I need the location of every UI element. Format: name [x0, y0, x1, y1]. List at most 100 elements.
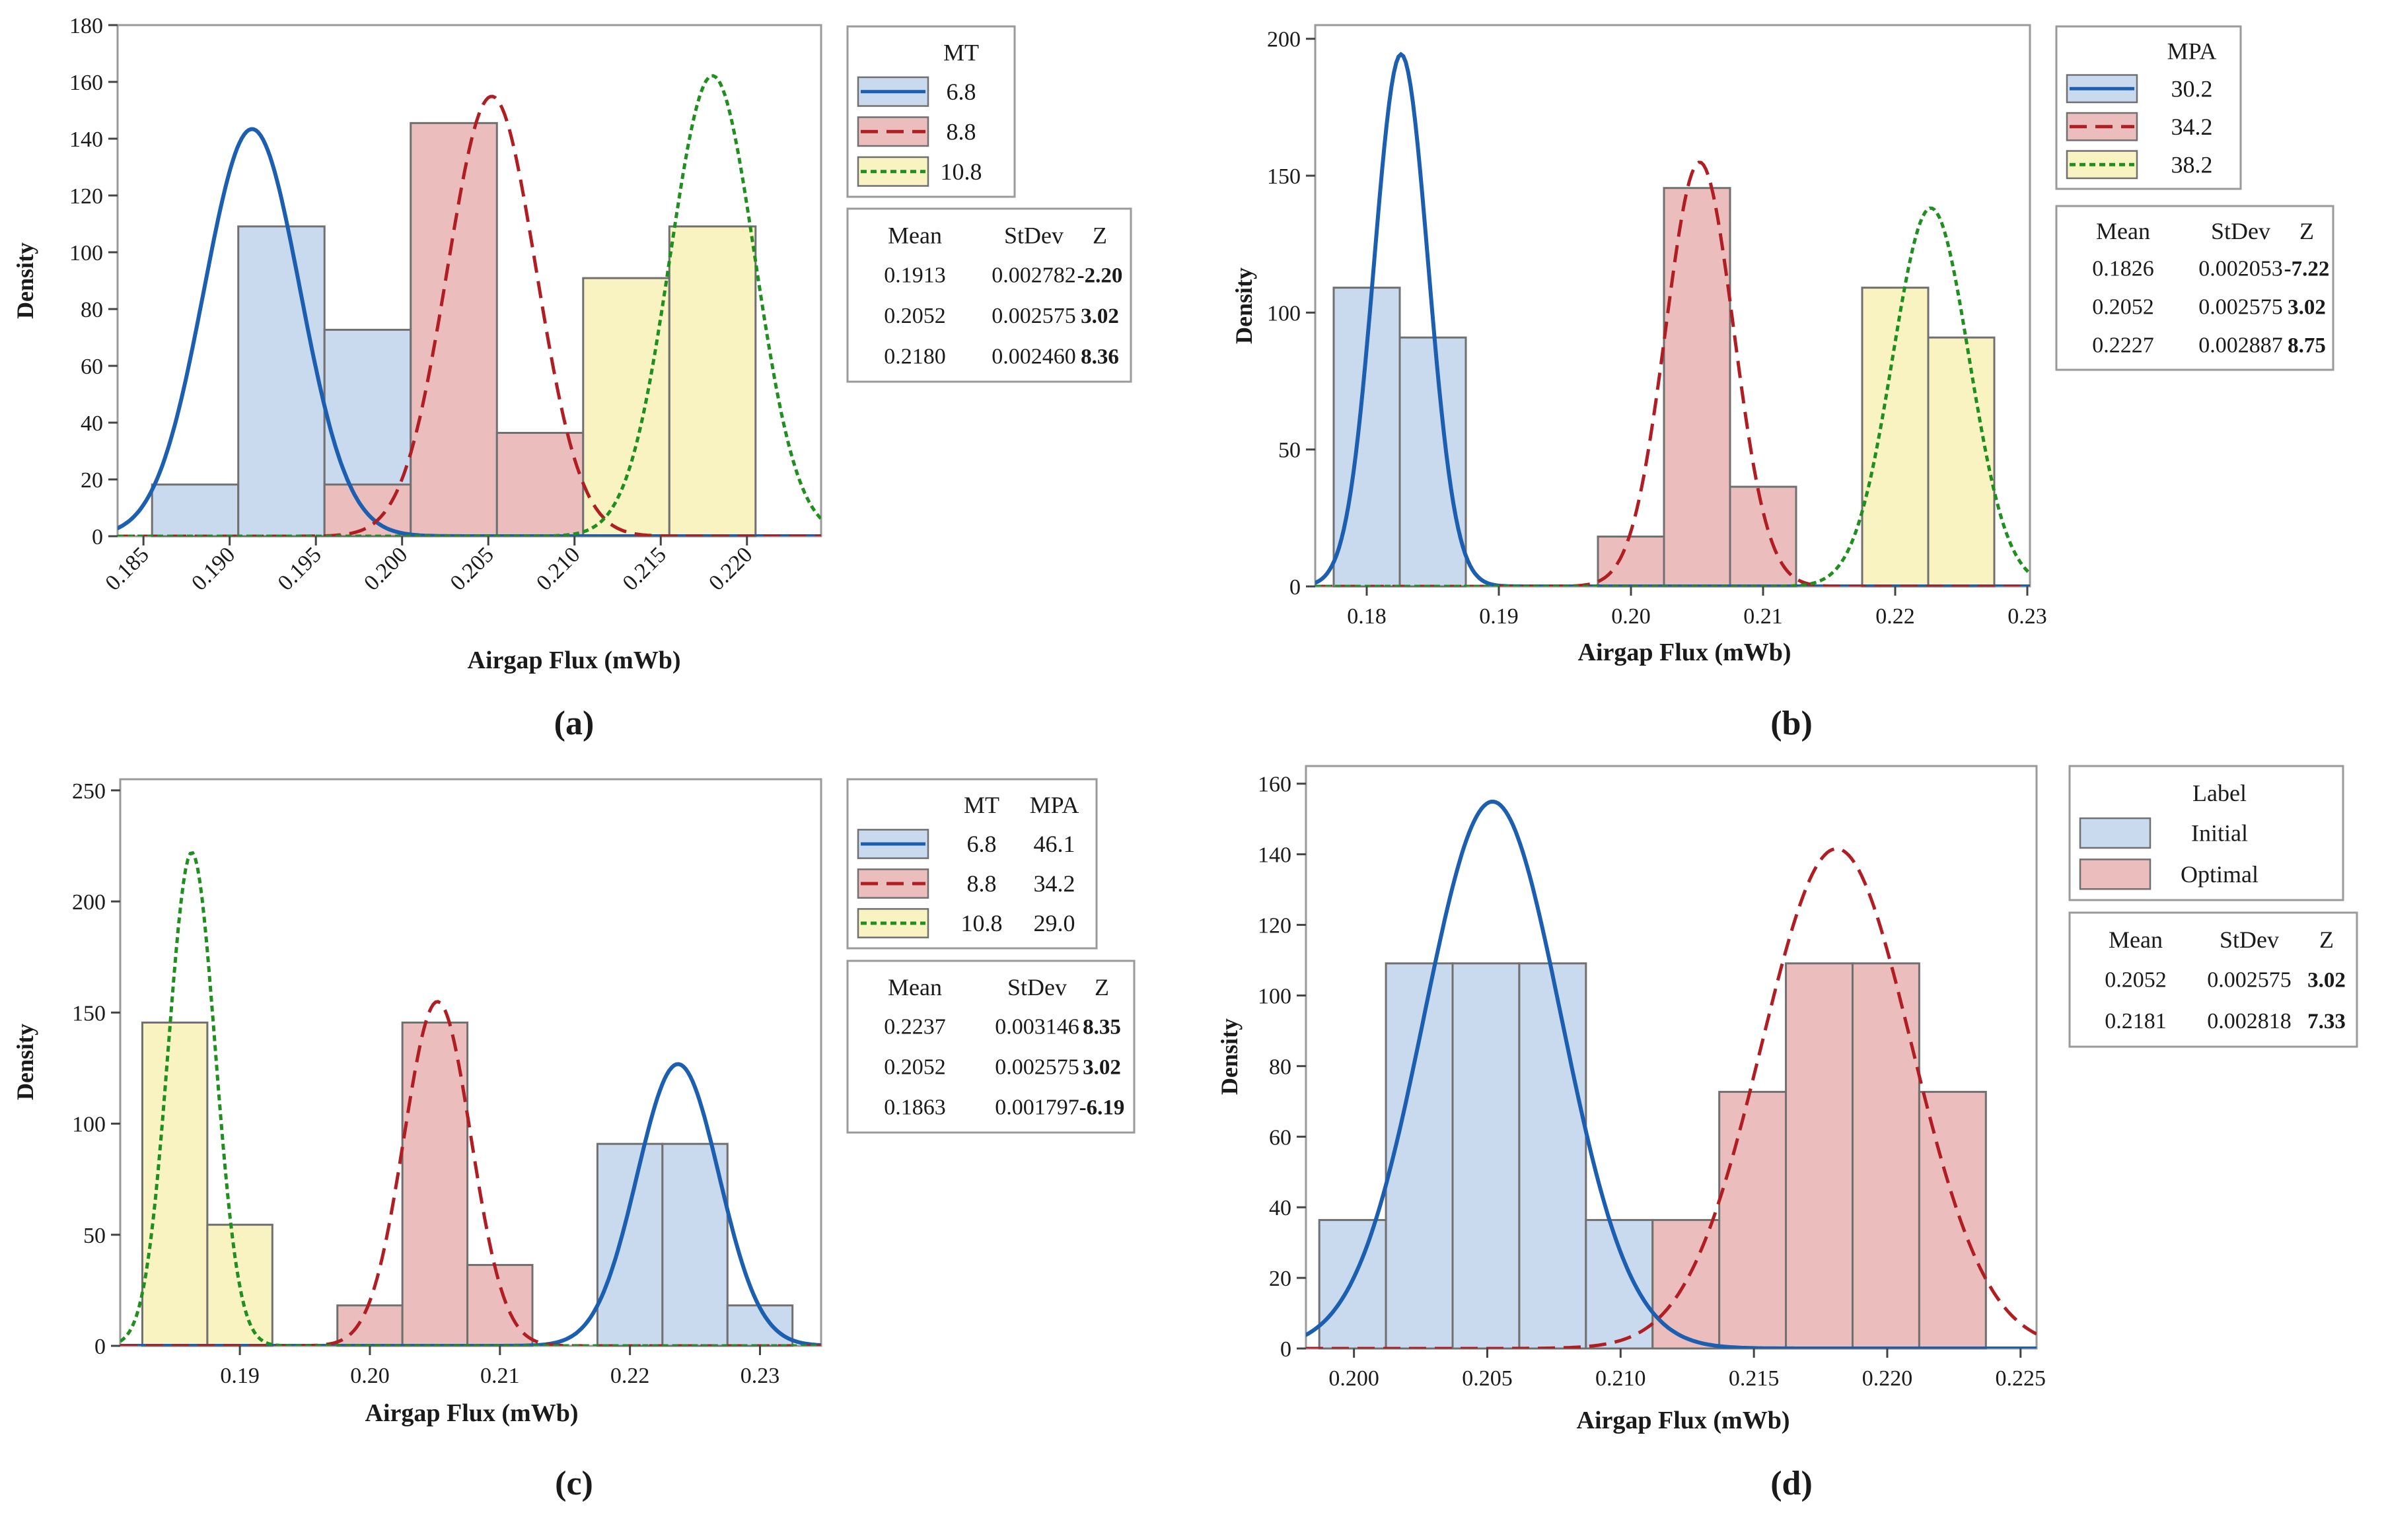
stats-cell: -6.19 — [1079, 1096, 1125, 1119]
y-tick-label: 100 — [1267, 301, 1301, 326]
density-curve — [1315, 52, 2030, 586]
stats-header: Mean — [2096, 218, 2150, 244]
stats-header: StDev — [1007, 974, 1067, 1000]
legend-header: MPA — [2167, 38, 2217, 64]
histogram-bar — [1927, 336, 1996, 588]
y-tick-label: 140 — [1258, 843, 1291, 868]
histogram-bar — [151, 483, 240, 538]
y-tick-label: 100 — [69, 241, 103, 265]
stats-cell: 0.2180 — [884, 344, 946, 368]
stats-cell: -7.22 — [2284, 257, 2330, 281]
y-tick-label: 40 — [1269, 1196, 1291, 1220]
histogram-bar — [1518, 962, 1587, 1350]
y-tick-label: 160 — [1258, 773, 1291, 797]
x-tick-label: 0.200 — [359, 542, 412, 595]
histogram-bar — [1718, 1090, 1788, 1350]
y-tick-label: 120 — [69, 184, 103, 209]
histogram-bar — [410, 122, 498, 538]
y-tick-label: 80 — [1269, 1055, 1291, 1079]
y-tick-label: 200 — [72, 890, 106, 915]
histogram-bar — [1663, 187, 1731, 588]
density-curve — [1315, 160, 2030, 586]
x-tick-label: 0.19 — [220, 1364, 260, 1388]
legend-header: MT — [964, 792, 999, 818]
legend-entry-label: 10.8 — [941, 158, 982, 185]
panel-label: (b) — [1770, 705, 1813, 742]
y-tick-label: 180 — [69, 14, 103, 38]
y-tick-label: 20 — [1269, 1267, 1291, 1291]
stats-box — [846, 207, 1132, 383]
chart-panel-c: 0 50 100 150 200 250 0.19 0.20 0.21 0.22 0.23 Airga… — [12, 778, 1136, 1502]
legend-entry-label: Initial — [2191, 820, 2248, 847]
x-tick-label: 0.220 — [1862, 1366, 1913, 1391]
stats-header: Z — [1093, 222, 1107, 248]
stats-cell: 0.2052 — [2105, 968, 2167, 993]
histogram-bar — [401, 1021, 469, 1347]
stats-box — [2055, 205, 2334, 371]
stats-cell: 8.36 — [1081, 345, 1119, 368]
x-tick-label: 0.21 — [480, 1364, 520, 1388]
y-tick-label: 80 — [81, 298, 103, 322]
x-tick-label: 0.205 — [446, 542, 499, 595]
legend-swatch — [2079, 817, 2151, 849]
y-tick-label: 0 — [1280, 1337, 1291, 1362]
x-tick-label: 0.225 — [1996, 1366, 2046, 1391]
y-tick-label: 0 — [92, 525, 103, 549]
histogram-bar — [1785, 962, 1854, 1350]
legend-header: MT — [943, 40, 979, 66]
x-tick-label: 0.220 — [704, 542, 757, 595]
y-tick-label: 0 — [1289, 575, 1301, 600]
stats-cell: 0.002575 — [2198, 295, 2283, 319]
stats-cell: 7.33 — [2307, 1010, 2346, 1033]
stats-cell: 0.003146 — [995, 1014, 1079, 1039]
y-tick-label: 140 — [69, 127, 103, 152]
y-tick-label: 40 — [81, 411, 103, 436]
stats-cell: 0.1913 — [884, 263, 946, 287]
stats-cell: 8.35 — [1083, 1015, 1121, 1039]
x-axis-title: Airgap Flux (mWb) — [1577, 1407, 1790, 1434]
stats-cell: 3.02 — [2288, 295, 2326, 319]
histogram-bar — [1861, 287, 1930, 588]
legend-swatch — [2066, 150, 2138, 180]
x-tick-label: 0.195 — [273, 542, 326, 595]
stats-cell: 0.1863 — [884, 1095, 946, 1119]
stats-cell: 0.2052 — [2092, 295, 2154, 319]
stats-cell: 0.002887 — [2198, 333, 2283, 357]
stats-cell: 3.02 — [2307, 969, 2346, 993]
stats-cell: 3.02 — [1083, 1055, 1121, 1079]
stats-cell: 0.1826 — [2092, 256, 2154, 281]
x-axis-title: Airgap Flux (mWb) — [1578, 639, 1791, 666]
stats-cell: 0.2052 — [884, 304, 946, 328]
legend-entry-label: 8.8 — [967, 870, 997, 897]
legend-entry-label: 8.8 — [947, 118, 976, 145]
x-tick-label: 0.22 — [1875, 604, 1915, 629]
stats-cell: 0.002575 — [992, 304, 1076, 328]
panel-label: (c) — [555, 1465, 593, 1502]
y-tick-label: 200 — [1267, 28, 1301, 52]
density-curve — [1306, 847, 2037, 1348]
legend-entry-label: 46.1 — [1034, 831, 1075, 857]
legend-entry-label: 34.2 — [2171, 114, 2213, 140]
legend-entry-label: 10.8 — [961, 910, 1003, 936]
legend-entry-label: 34.2 — [1034, 870, 1075, 897]
y-axis-title: Density — [12, 1024, 38, 1100]
y-tick-label: 0 — [94, 1335, 106, 1359]
x-tick-label: 0.23 — [2007, 604, 2047, 629]
density-curve — [118, 127, 821, 536]
histogram-bar — [1398, 336, 1467, 588]
x-tick-label: 0.23 — [741, 1364, 780, 1388]
stats-cell: 0.002782 — [992, 263, 1076, 287]
histogram-bar — [1385, 962, 1454, 1350]
y-tick-label: 50 — [1278, 438, 1301, 463]
x-tick-label: 0.200 — [1328, 1366, 1379, 1391]
x-tick-label: 0.185 — [101, 542, 154, 595]
y-tick-label: 100 — [1258, 984, 1291, 1008]
histogram-bar — [237, 225, 326, 538]
y-tick-label: 60 — [81, 355, 103, 379]
x-tick-label: 0.210 — [532, 542, 585, 595]
x-tick-label: 0.19 — [1479, 604, 1519, 629]
x-tick-label: 0.20 — [350, 1364, 390, 1388]
density-curve — [120, 1062, 821, 1346]
histogram-bar — [336, 1304, 404, 1347]
